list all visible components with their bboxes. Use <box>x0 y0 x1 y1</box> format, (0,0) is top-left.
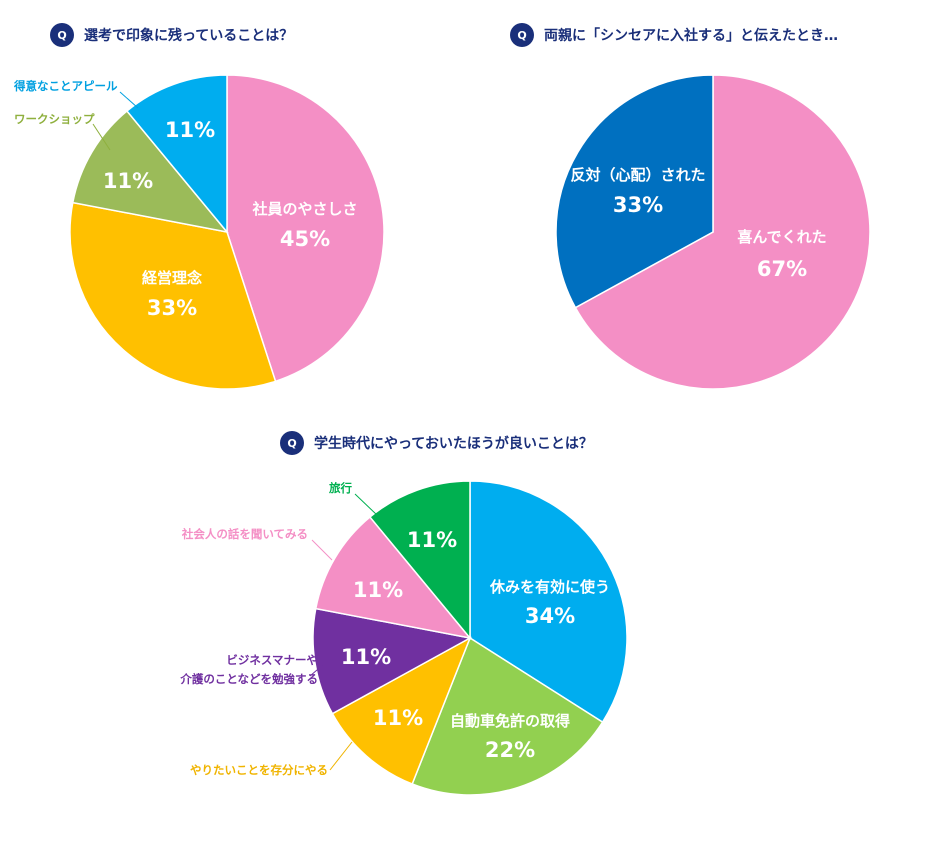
slice-percent: 11% <box>407 528 457 552</box>
slice-percent: 11% <box>103 169 153 193</box>
question-heading-3: Q 学生時代にやっておいたほうが良いことは？ <box>280 430 593 456</box>
slice-label: 社会人の話を聞いてみる <box>181 527 308 541</box>
question-badge: Q <box>280 431 304 455</box>
slice-percent: 67% <box>757 257 807 281</box>
slice-label: 経営理念 <box>142 269 202 287</box>
question-heading-1: Q 選考で印象に残っていることは？ <box>50 22 293 48</box>
question-badge: Q <box>510 23 534 47</box>
slice-percent: 22% <box>485 738 535 762</box>
slice-label: 得意なことアピール <box>13 79 118 93</box>
leader-line <box>119 91 139 109</box>
leader-line <box>354 493 379 517</box>
leader-line <box>329 741 353 771</box>
slice-label: 自動車免許の取得 <box>450 712 570 730</box>
pie-slice <box>368 480 471 641</box>
slice-label: ワークショップ <box>14 112 95 126</box>
pie-slice <box>555 74 714 309</box>
pie-slice <box>331 636 472 785</box>
slice-percent: 45% <box>280 227 330 251</box>
slice-percent: 33% <box>613 193 663 217</box>
slice-percent: 34% <box>525 604 575 628</box>
slice-percent: 33% <box>147 296 197 320</box>
slice-percent: 11% <box>341 645 391 669</box>
pie-slice <box>574 74 871 390</box>
slice-percent: 11% <box>165 118 215 142</box>
slice-label: 社員のやさしさ <box>251 200 357 218</box>
question-text: 両親に「シンセアに入社する」と伝えたとき… <box>544 28 838 44</box>
slice-label: 旅行 <box>329 481 352 495</box>
question-text: 選考で印象に残っていることは？ <box>84 28 294 44</box>
slice-label: 喜んでくれた <box>737 228 826 246</box>
slice-label: 反対（心配）された <box>570 166 705 184</box>
slice-percent: 11% <box>353 578 403 602</box>
pie-slice <box>226 74 385 383</box>
pie-slice <box>125 74 228 235</box>
question-badge: Q <box>50 23 74 47</box>
pie-slice <box>411 636 604 796</box>
pie-slice <box>469 480 628 724</box>
question-heading-2: Q 両親に「シンセアに入社する」と伝えたとき… <box>510 22 838 48</box>
leader-line <box>311 539 333 561</box>
pie-slice <box>314 515 472 640</box>
pie-slice <box>69 201 277 390</box>
slice-percent: 11% <box>373 706 423 730</box>
leader-line <box>92 123 111 151</box>
question-text: 学生時代にやっておいたほうが良いことは？ <box>314 436 593 452</box>
slice-label: やりたいことを存分にやる <box>190 763 328 777</box>
slice-label: ビジネスマナーや介護のことなどを勉強する <box>179 653 318 686</box>
pie-slice <box>312 607 473 715</box>
pie-slice <box>71 109 229 234</box>
slice-label: 休みを有効に使う <box>489 578 610 596</box>
leader-line <box>309 663 325 677</box>
